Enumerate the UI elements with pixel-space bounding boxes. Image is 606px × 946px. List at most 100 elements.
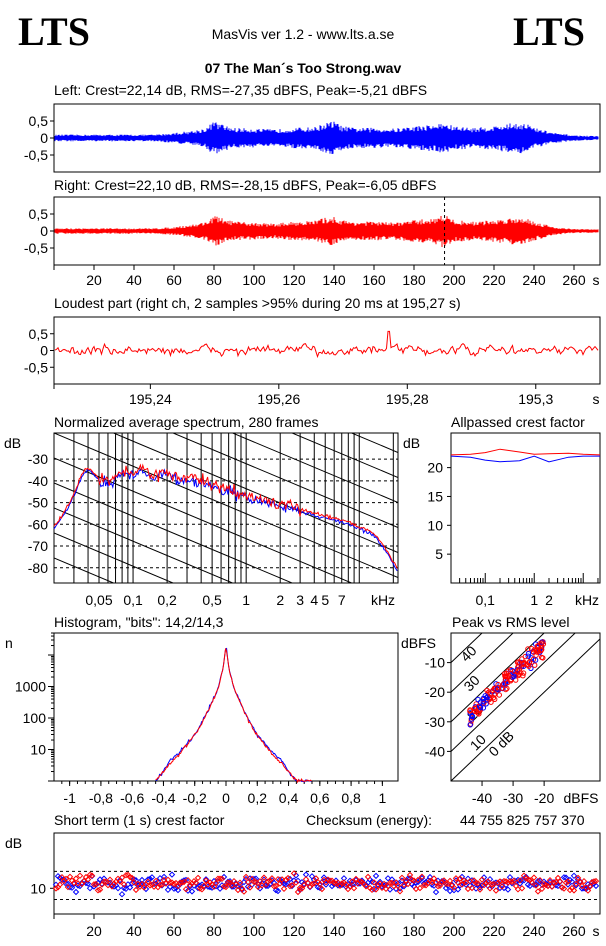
crest-factor-series-left: [450, 455, 600, 463]
left-waveform-title: Left: Crest=22,14 dB, RMS=-27,35 dBFS, P…: [54, 82, 428, 98]
short-term-crest-point-right: [584, 887, 592, 894]
short-term-crest-point-right: [276, 880, 284, 887]
spectrum-slope-line: [54, 433, 398, 578]
peak-rms-point: [472, 708, 478, 714]
short-term-crest-point-right: [492, 887, 500, 894]
short-term-crest-point-right: [528, 879, 536, 886]
short-term-crest-point-right: [454, 879, 462, 886]
crest-factor-series-right: [450, 448, 601, 456]
short-term-crest-point-left: [140, 881, 148, 889]
spectrum-ytick-label: -50: [28, 495, 48, 511]
short-term-crest-point-right: [498, 883, 506, 890]
short-term-crest-point-left: [570, 872, 578, 880]
short-term-crest-xtick-label: 240: [522, 923, 546, 939]
peak-rms-point: [539, 646, 545, 653]
histogram-ylabel: n: [5, 635, 13, 651]
short-term-crest-point-right: [456, 875, 464, 882]
histogram-series-right: [155, 648, 312, 784]
short-term-crest-point-left: [592, 882, 600, 890]
peak-rms-diagonal-label: 30: [460, 672, 482, 694]
short-term-crest-point-right: [494, 879, 502, 886]
right-waveform-xtick-label: 80: [206, 272, 222, 288]
short-term-crest-point-right: [556, 878, 564, 885]
loudest-part-ytick-label: 0,5: [29, 326, 49, 342]
crest-factor-ytick-label: 20: [427, 460, 443, 476]
short-term-crest-xtick-label: 200: [442, 923, 466, 939]
peak-rms-point: [496, 692, 502, 698]
histogram-xtick-label: 1: [378, 790, 386, 806]
peak-rms-ytick-label: -30: [425, 714, 445, 730]
peak-rms-ylabel: dBFS: [401, 635, 436, 651]
peak-rms-point: [501, 671, 508, 677]
short-term-crest-point-right: [218, 875, 226, 883]
peak-rms-point: [527, 658, 533, 665]
right-waveform-xtick-label: 220: [482, 272, 506, 288]
crest-factor-frame: [450, 432, 601, 584]
short-term-crest-point-right: [70, 879, 78, 887]
right-waveform-xtick-label: 60: [166, 272, 182, 288]
short-term-crest-point-left: [560, 874, 568, 881]
short-term-crest-point-right: [130, 879, 138, 886]
peak-rms-point: [516, 666, 523, 672]
peak-rms-point: [504, 679, 511, 686]
short-term-crest-point-right: [268, 875, 276, 882]
short-term-crest-point-left: [432, 888, 440, 896]
short-term-crest-point-right: [202, 877, 210, 884]
short-term-crest-point-left: [60, 876, 68, 883]
short-term-crest-point-right: [516, 877, 524, 884]
loudest-part-xunit: s: [593, 391, 600, 407]
short-term-crest-point-right: [348, 878, 356, 885]
crest-factor-ylabel: dB: [403, 435, 420, 451]
peak-rms-point: [480, 705, 487, 711]
app-title: MasVis ver 1.2 - www.lts.a.se: [211, 26, 395, 42]
short-term-crest-point-left: [66, 883, 74, 891]
checksum-label: Checksum (energy):: [306, 812, 433, 828]
short-term-crest-point-right: [240, 888, 248, 895]
peak-rms-point: [520, 662, 526, 668]
crest-factor-xtick-label: 2: [545, 592, 553, 608]
peak-rms-point: [502, 674, 509, 680]
spectrum-ylabel: dB: [4, 435, 21, 451]
spectrum-slope-line: [54, 507, 234, 583]
short-term-crest-xtick-label: 120: [282, 923, 306, 939]
short-term-crest-point-right: [220, 883, 228, 890]
short-term-crest-point-right: [592, 877, 600, 885]
short-term-crest-frame: [53, 832, 601, 915]
short-term-crest-point-right: [178, 879, 186, 886]
short-term-crest-point-right: [212, 879, 220, 887]
short-term-crest-point-right: [478, 876, 486, 883]
short-term-crest-point-right: [574, 874, 582, 882]
short-term-crest-point-right: [450, 884, 458, 891]
right-waveform-xtick-label: 180: [402, 272, 426, 288]
peak-rms-ytick-label: -40: [425, 743, 445, 759]
peak-rms-point: [468, 716, 475, 722]
short-term-crest-point-left: [160, 873, 168, 881]
short-term-crest-point-right: [132, 886, 140, 894]
short-term-crest-point-left: [390, 879, 398, 887]
short-term-crest-point-left: [426, 873, 434, 881]
short-term-crest-point-right: [58, 873, 66, 881]
peak-rms-point: [487, 691, 493, 697]
short-term-crest-point-right: [434, 882, 442, 890]
short-term-crest-point-left: [118, 890, 126, 898]
short-term-crest-point-right: [296, 884, 304, 892]
loudest-part-ytick-label: -0,5: [24, 359, 48, 375]
short-term-crest-point-right: [396, 888, 404, 895]
short-term-crest-point-right: [572, 880, 580, 888]
short-term-crest-point-left: [188, 888, 196, 895]
short-term-crest-point-right: [56, 881, 64, 888]
short-term-crest-point-right: [84, 876, 92, 883]
short-term-crest-point-right: [386, 879, 394, 887]
spectrum-xtick-label: 7: [338, 592, 346, 608]
short-term-crest-point-left: [114, 884, 122, 892]
short-term-crest-point-right: [436, 882, 444, 890]
short-term-crest-point-right: [406, 871, 414, 879]
histogram-xtick-label: 0,2: [248, 790, 268, 806]
short-term-crest-point-right: [534, 888, 542, 895]
short-term-crest-point-right: [414, 876, 422, 884]
right-waveform-xtick-label: 100: [242, 272, 266, 288]
logo-left: LTS: [18, 9, 90, 54]
short-term-crest-point-left: [78, 879, 86, 887]
short-term-crest-point-right: [488, 881, 496, 888]
short-term-crest-point-right: [94, 887, 102, 894]
